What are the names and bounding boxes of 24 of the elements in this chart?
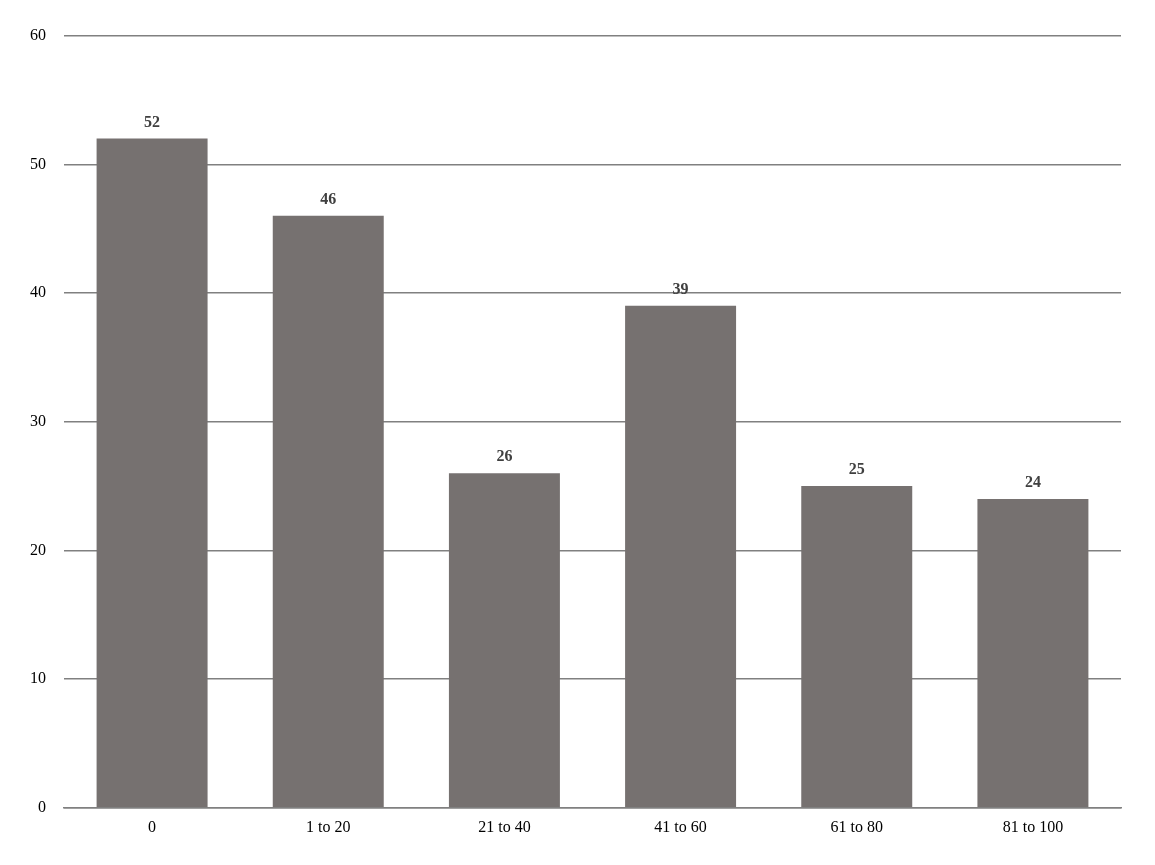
bar xyxy=(96,138,208,808)
data-label: 52 xyxy=(144,112,161,130)
y-tick-label: 30 xyxy=(30,411,46,429)
y-tick-label: 40 xyxy=(30,283,46,301)
x-tick-label: 21 to 40 xyxy=(478,817,531,835)
x-tick-label: 81 to 100 xyxy=(1002,817,1064,835)
bar xyxy=(801,486,913,808)
y-tick-label: 10 xyxy=(30,669,46,687)
data-label: 25 xyxy=(848,460,865,478)
y-tick-label: 50 xyxy=(30,154,46,172)
bar xyxy=(272,215,384,808)
x-tick-label: 61 to 80 xyxy=(830,817,883,835)
x-tick-label: 1 to 20 xyxy=(306,817,351,835)
bar xyxy=(448,473,560,808)
data-label: 26 xyxy=(496,447,513,465)
y-tick-label: 20 xyxy=(30,540,46,558)
data-label: 24 xyxy=(1024,473,1041,491)
data-label: 46 xyxy=(320,189,337,207)
bar xyxy=(977,498,1089,808)
x-tick-label: 0 xyxy=(148,817,157,835)
y-tick-label: 0 xyxy=(38,798,46,815)
y-tick-label: 60 xyxy=(30,25,46,43)
bar xyxy=(625,305,737,808)
x-tick-label: 41 to 60 xyxy=(654,817,707,835)
